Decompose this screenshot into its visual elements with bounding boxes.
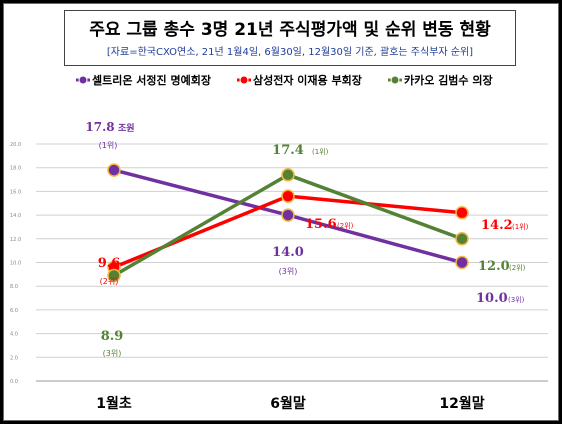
rank-label: (3위) [279, 267, 298, 276]
legend-entry: 카카오 김범수 의장 [404, 73, 493, 87]
rank-label: (2위) [100, 277, 119, 286]
data-label: 10.0 [476, 291, 508, 306]
y-tick-label: 6.0 [10, 308, 18, 314]
title-box: 주요 그룹 총수 3명 21년 주식평가액 및 순위 변동 현황 [자료=한국C… [64, 10, 516, 66]
data-label-unit: 조원 [118, 122, 135, 134]
data-label: 14.0 [272, 245, 304, 260]
legend-entry: 삼성전자 이재용 부회장 [253, 73, 362, 87]
data-point [281, 168, 295, 182]
y-tick-label: 10.0 [10, 261, 21, 267]
data-point [455, 255, 469, 270]
chart-subtitle: [자료=한국CXO연소, 21년 1월4일, 6월30일, 12월30일 기준,… [106, 47, 474, 58]
data-point [455, 232, 469, 246]
y-tick-label: 8.0 [10, 284, 18, 290]
data-point [107, 163, 121, 177]
rank-label: (2위) [509, 264, 526, 272]
data-point [281, 189, 295, 203]
data-label: 12.0 [478, 259, 510, 274]
y-tick-label: 18.0 [10, 166, 21, 172]
data-label: 14.2 [481, 218, 513, 233]
data-label: 17.4 [272, 143, 304, 158]
y-tick-label: 4.0 [10, 332, 18, 338]
data-point [281, 208, 295, 222]
x-tick-label: 6월말 [270, 395, 306, 412]
data-label: 9.6 [98, 256, 121, 271]
data-label: 17.8 [85, 120, 114, 134]
rank-label: (1위) [99, 141, 118, 150]
y-tick-label: 0.0 [10, 379, 18, 385]
rank-label: (2위) [337, 222, 354, 230]
x-tick-label: 1월초 [96, 395, 132, 412]
rank-label: (3위) [508, 296, 525, 304]
y-tick-label: 14.0 [10, 213, 21, 219]
data-label: 8.9 [101, 329, 124, 344]
rank-label: (1위) [312, 148, 329, 156]
data-point [107, 268, 121, 283]
y-tick-label: 20.0 [10, 142, 21, 148]
y-tick-label: 2.0 [10, 355, 18, 361]
legend-swatch-marker [239, 75, 249, 85]
rank-label: (3위) [103, 349, 122, 358]
x-tick-label: 12월말 [439, 395, 484, 412]
y-tick-label: 16.0 [10, 189, 21, 195]
legend-swatch-marker [390, 75, 400, 85]
rank-label: (1위) [512, 223, 529, 231]
chart-title: 주요 그룹 총수 3명 21년 주식평가액 및 순위 변동 현황 [89, 20, 491, 40]
legend-swatch-marker [78, 75, 88, 85]
data-point [455, 205, 469, 220]
legend-entry: 셀트리온 서정진 명예회장 [92, 73, 211, 87]
data-label: 15.6 [305, 217, 337, 232]
y-tick-label: 12.0 [10, 237, 21, 243]
